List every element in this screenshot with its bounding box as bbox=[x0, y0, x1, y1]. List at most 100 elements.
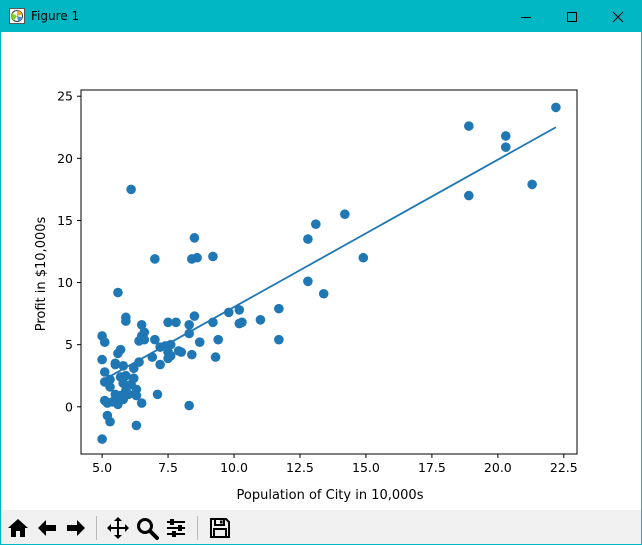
toolbar-separator bbox=[197, 516, 198, 540]
data-point bbox=[208, 251, 218, 262]
close-icon bbox=[612, 11, 624, 22]
data-point bbox=[105, 416, 115, 427]
data-point bbox=[274, 334, 284, 345]
x-tick-label: 17.5 bbox=[418, 460, 446, 475]
fit-line bbox=[101, 126, 557, 382]
data-point bbox=[126, 379, 136, 390]
maximize-icon bbox=[567, 11, 577, 22]
navigation-toolbar bbox=[1, 510, 641, 544]
scatter-chart: 5.0 7.5 10.0 12.5 15.0 17.5 20.0 22.5 0 5 10 15 20 25… bbox=[34, 89, 578, 503]
plot-area bbox=[81, 90, 577, 454]
zoom-icon bbox=[137, 518, 159, 540]
data-point bbox=[303, 234, 313, 244]
x-tick-label: 7.5 bbox=[158, 460, 178, 475]
toolbar-separator bbox=[96, 516, 97, 540]
figure-canvas[interactable]: 5.0 7.5 10.0 12.5 15.0 17.5 20.0 22.5 0 5 10 15 20 25… bbox=[1, 32, 641, 510]
data-point bbox=[131, 420, 142, 431]
home-button[interactable] bbox=[5, 515, 31, 541]
data-point bbox=[527, 179, 537, 190]
data-point bbox=[99, 367, 110, 377]
data-point bbox=[500, 131, 511, 141]
data-point bbox=[115, 344, 126, 355]
x-axis-label: Population of City in 10,000s bbox=[237, 488, 424, 503]
x-tick-label: 10.0 bbox=[220, 460, 248, 475]
save-button[interactable] bbox=[207, 515, 233, 541]
data-point bbox=[192, 252, 202, 263]
data-point bbox=[274, 303, 284, 314]
minimize-icon bbox=[521, 16, 531, 18]
zoom-button[interactable] bbox=[134, 515, 160, 541]
data-point bbox=[500, 142, 511, 152]
data-point bbox=[118, 394, 129, 405]
y-axis-label: Profit in $10,000s bbox=[34, 216, 49, 331]
y-tick-label: 15 bbox=[57, 213, 73, 228]
data-point bbox=[136, 398, 147, 408]
data-point bbox=[318, 288, 329, 299]
data-point bbox=[139, 334, 150, 345]
data-point bbox=[97, 354, 107, 365]
x-tick-label: 5.0 bbox=[92, 460, 112, 475]
data-point bbox=[194, 337, 205, 347]
matplotlib-app-icon bbox=[9, 8, 25, 24]
data-point bbox=[237, 317, 247, 328]
configure-subplots-button[interactable] bbox=[163, 515, 189, 541]
y-tick-label: 5 bbox=[65, 337, 73, 352]
configure-subplots-icon bbox=[167, 519, 185, 537]
data-point bbox=[121, 316, 131, 326]
data-point bbox=[223, 307, 234, 318]
pan-button[interactable] bbox=[105, 515, 131, 541]
data-point bbox=[118, 378, 129, 388]
data-point bbox=[303, 276, 313, 287]
y-tick-label: 20 bbox=[57, 151, 73, 166]
x-tick-label: 22.5 bbox=[550, 460, 578, 475]
window-title: Figure 1 bbox=[31, 9, 80, 23]
data-point bbox=[464, 121, 474, 131]
data-point bbox=[163, 317, 173, 328]
data-point bbox=[189, 311, 200, 321]
data-point bbox=[152, 389, 163, 400]
data-point bbox=[340, 209, 350, 220]
data-point bbox=[358, 252, 369, 263]
data-point bbox=[234, 305, 245, 315]
maximize-button[interactable] bbox=[549, 1, 595, 32]
back-arrow-icon bbox=[38, 520, 56, 536]
x-tick-label: 15.0 bbox=[352, 460, 380, 475]
data-point bbox=[210, 352, 221, 362]
data-point bbox=[99, 337, 110, 347]
data-point bbox=[113, 287, 123, 298]
data-point bbox=[464, 190, 474, 201]
data-point bbox=[102, 398, 113, 408]
data-point bbox=[187, 349, 197, 360]
data-point bbox=[311, 219, 321, 229]
data-point bbox=[105, 382, 115, 392]
data-point bbox=[255, 315, 266, 325]
data-point bbox=[131, 390, 142, 401]
forward-arrow-icon bbox=[67, 520, 85, 536]
data-point bbox=[184, 319, 194, 330]
data-point bbox=[97, 434, 107, 444]
title-bar[interactable]: Figure 1 bbox=[1, 1, 641, 32]
data-point bbox=[184, 400, 194, 411]
data-point bbox=[136, 319, 147, 330]
minimize-button[interactable] bbox=[503, 1, 549, 32]
y-tick-label: 25 bbox=[57, 89, 73, 104]
data-point bbox=[171, 317, 181, 328]
data-point bbox=[126, 184, 136, 195]
forward-button[interactable] bbox=[63, 515, 89, 541]
data-point bbox=[163, 353, 173, 364]
y-tick-label: 10 bbox=[57, 275, 73, 290]
axes-frame bbox=[80, 89, 578, 455]
data-point bbox=[150, 334, 160, 345]
y-tick-label: 0 bbox=[65, 399, 73, 414]
data-point bbox=[173, 346, 184, 356]
data-point bbox=[121, 370, 131, 381]
home-icon bbox=[8, 519, 28, 537]
data-point bbox=[155, 359, 165, 370]
back-button[interactable] bbox=[34, 515, 60, 541]
close-button[interactable] bbox=[595, 1, 641, 32]
data-point bbox=[150, 254, 160, 264]
data-point bbox=[551, 102, 561, 113]
data-point bbox=[213, 334, 223, 345]
x-tick-label: 20.0 bbox=[484, 460, 512, 475]
